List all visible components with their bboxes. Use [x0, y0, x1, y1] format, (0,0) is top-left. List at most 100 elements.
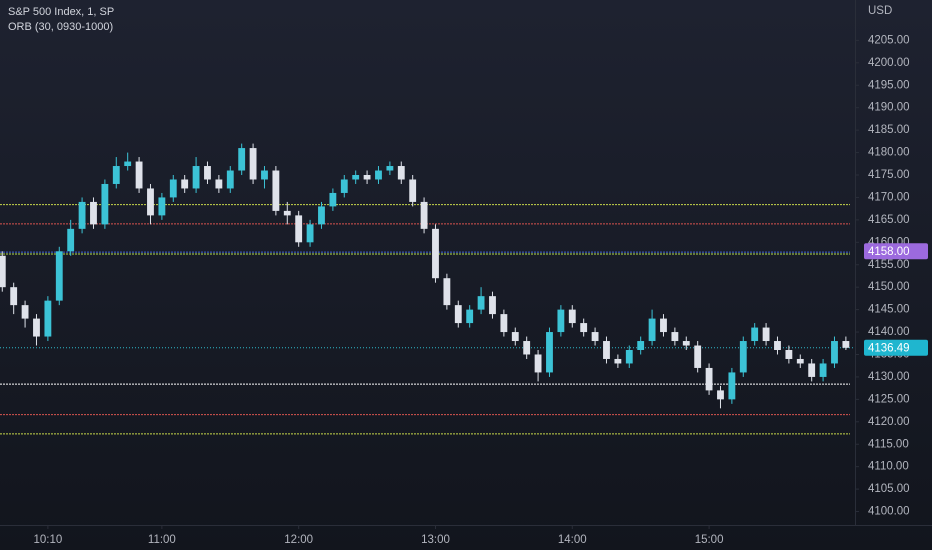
candle-body [477, 296, 485, 310]
candle-body [340, 179, 348, 193]
y-tick-label: 4180.00 [868, 147, 910, 159]
y-tick-label: 4170.00 [868, 191, 910, 203]
price-tag [864, 339, 928, 356]
candle-body [90, 201, 97, 225]
x-tick-label: 10:10 [33, 534, 62, 546]
x-tick-label: 14:00 [558, 534, 587, 546]
candle-body [500, 314, 508, 333]
candle-body [762, 327, 770, 342]
candle-body [625, 350, 633, 364]
candle-body [272, 170, 280, 211]
candle-body [546, 332, 553, 373]
price-tag-label: 4158.00 [868, 246, 910, 258]
candle-body [785, 350, 793, 359]
candle-body [454, 305, 462, 324]
candle-body [249, 148, 257, 180]
candle-body [694, 345, 702, 368]
candle-body [397, 166, 405, 180]
candle-body [705, 367, 713, 391]
candle-body [568, 309, 576, 324]
candle-body [466, 309, 474, 324]
currency-label: USD [868, 5, 892, 17]
candle-body [135, 161, 143, 189]
candle-body [363, 175, 371, 180]
axis-overlay: 4100.00 4105.00 4110.00 4115.00 4120.00 4125.… [33, 34, 928, 546]
candle-body [591, 332, 599, 342]
y-tick-label: 4100.00 [868, 506, 910, 518]
y-tick-label: 4145.00 [868, 304, 910, 316]
candle-body [808, 363, 816, 377]
y-tick-label: 4125.00 [868, 393, 910, 405]
candle-body [819, 363, 827, 377]
y-tick-label: 4190.00 [868, 102, 910, 114]
y-tick-label: 4200.00 [868, 57, 910, 69]
candle-body [751, 327, 759, 342]
candle-body [226, 170, 234, 189]
candle-body [158, 197, 166, 216]
candle-body [660, 318, 667, 333]
candle-body [682, 341, 690, 346]
candle-body [523, 341, 531, 355]
x-tick-label: 11:00 [148, 534, 176, 546]
y-tick-label: 4165.00 [868, 214, 910, 226]
candle-body [386, 166, 394, 171]
candle-body [283, 210, 291, 216]
candle-body [238, 148, 246, 171]
candle-body [420, 201, 428, 229]
y-tick-label: 4205.00 [868, 34, 910, 46]
candle-body [796, 358, 804, 364]
candle-body [728, 372, 736, 400]
candle-body [329, 192, 337, 207]
candle-body [295, 215, 303, 243]
candle-body [192, 166, 200, 189]
y-tick-label: 4115.00 [868, 438, 909, 450]
candle-body [124, 161, 132, 167]
y-tick-label: 4120.00 [868, 416, 910, 428]
candle-body [204, 166, 211, 180]
candle-body [489, 296, 496, 315]
candle-body [842, 341, 850, 348]
candle-body [44, 300, 52, 337]
candle-body [215, 179, 223, 189]
candle-body [557, 309, 565, 333]
x-tick-label: 15:00 [695, 534, 724, 546]
candle-body [33, 318, 40, 337]
candle-body [739, 341, 747, 373]
chart-title: S&P 500 Index, 1, SP [8, 6, 114, 18]
plot [0, 143, 855, 435]
y-tick-label: 4155.00 [868, 259, 910, 271]
y-tick-label: 4140.00 [868, 326, 910, 338]
candle-body [511, 332, 519, 342]
candle-body [112, 166, 120, 184]
price-tag [864, 243, 928, 260]
candle-body [78, 201, 86, 229]
candle-body [306, 224, 314, 243]
y-tick-label: 4185.00 [868, 124, 910, 136]
candle-body [648, 318, 656, 342]
candle-body [717, 390, 724, 400]
candle-body [10, 287, 18, 306]
candle-body [352, 175, 360, 180]
indicator-label: ORB (30, 0930-1000) [8, 21, 113, 33]
candle-body [147, 188, 154, 216]
candle-body [21, 305, 29, 319]
y-tick-label: 4150.00 [868, 281, 910, 293]
price-tag-label: 4136.49 [868, 342, 910, 354]
y-tick-label: 4175.00 [868, 169, 910, 181]
candle-body [0, 255, 6, 288]
candle-body [261, 170, 268, 180]
x-tick-label: 13:00 [421, 534, 450, 546]
candle-body [409, 179, 417, 202]
candle-body [67, 228, 75, 252]
candle-body [580, 323, 588, 333]
y-tick-label: 4105.00 [868, 483, 910, 495]
candle-body [55, 251, 63, 301]
candle-body [603, 341, 610, 359]
candle-body [443, 278, 451, 306]
candle-body [375, 170, 382, 180]
y-tick-label: 4130.00 [868, 371, 910, 383]
y-tick-label: 4110.00 [868, 461, 909, 473]
y-tick-label: 4195.00 [868, 79, 910, 91]
